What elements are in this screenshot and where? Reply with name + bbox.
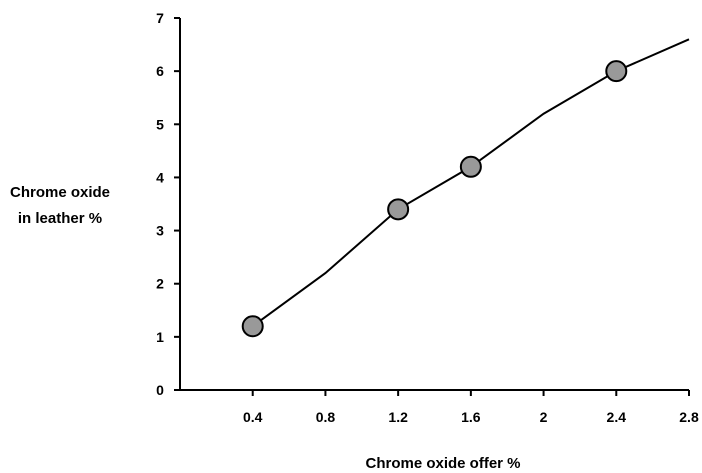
y-tick-label: 6: [156, 63, 164, 79]
y-tick-label: 7: [156, 10, 164, 26]
x-tick-label: 0.4: [243, 409, 263, 425]
y-tick-label: 5: [156, 116, 164, 132]
x-ticks: 0.4 0.8 1.2 1.6 2 2.4 2.8: [243, 390, 699, 425]
x-tick-label: 1.2: [388, 409, 408, 425]
x-tick-label: 0.8: [316, 409, 336, 425]
x-tick-label: 2: [540, 409, 548, 425]
x-tick-label: 2.8: [679, 409, 699, 425]
series-layer: [241, 38, 690, 338]
y-tick-label: 0: [156, 382, 164, 398]
y-axis-label-line-2: in leather %: [18, 210, 102, 227]
data-point-marker: [241, 315, 264, 338]
data-point-marker: [605, 60, 628, 83]
x-tick-label: 1.6: [461, 409, 481, 425]
y-axis-label-line-1: Chrome oxide: [10, 184, 110, 201]
y-tick-label: 3: [156, 223, 164, 239]
y-ticks: 0 1 2 3 4 5 6 7: [156, 10, 180, 398]
y-tick-label: 1: [156, 329, 164, 345]
y-tick-label: 4: [156, 169, 164, 185]
data-point-marker: [459, 155, 482, 178]
series-line: [252, 38, 690, 328]
x-axis-label: Chrome oxide offer %: [365, 455, 520, 472]
y-tick-label: 2: [156, 276, 164, 292]
data-point-marker: [387, 198, 410, 221]
x-tick-label: 2.4: [607, 409, 627, 425]
